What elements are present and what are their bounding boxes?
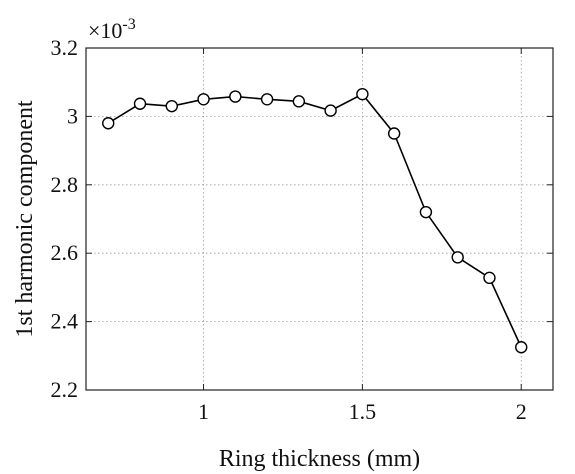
tick-labels: 1 1.5 2 2.2 2.4 2.6 2.8 3 3.2	[51, 35, 553, 424]
series-line	[107, 93, 522, 348]
x-tick-label: 1	[198, 399, 209, 424]
y-tick-label: 2.6	[51, 240, 79, 265]
y-tick-label: 2.8	[51, 172, 79, 197]
data-point	[229, 90, 242, 103]
data-point	[197, 93, 210, 106]
y-exponent-label: ×10-3	[88, 16, 136, 43]
data-point	[419, 205, 433, 219]
x-axis-label: Ring thickness (mm)	[219, 446, 420, 472]
data-point	[133, 97, 147, 110]
data-point	[260, 93, 274, 106]
series-layer	[102, 87, 528, 354]
data-point	[292, 95, 306, 108]
data-point	[387, 127, 401, 140]
x-tick-label: 2	[516, 399, 527, 424]
data-point	[165, 99, 178, 113]
data-point	[356, 87, 369, 101]
y-tick-label: 3	[67, 103, 78, 128]
y-tick-label: 2.4	[51, 309, 79, 334]
data-point	[324, 104, 337, 117]
data-point	[102, 117, 115, 130]
y-exponent-base: ×10	[88, 18, 122, 43]
grid	[86, 47, 553, 391]
x-tick-label: 1.5	[349, 399, 377, 424]
y-axis-label: 1st harmonic component	[12, 100, 38, 338]
data-point	[451, 251, 464, 264]
y-tick-label: 3.2	[51, 35, 79, 60]
data-point	[515, 341, 528, 354]
y-tick-label: 2.2	[51, 377, 79, 402]
y-exponent-power: -3	[122, 16, 135, 33]
plot-frame	[85, 47, 554, 391]
data-point	[483, 271, 496, 285]
